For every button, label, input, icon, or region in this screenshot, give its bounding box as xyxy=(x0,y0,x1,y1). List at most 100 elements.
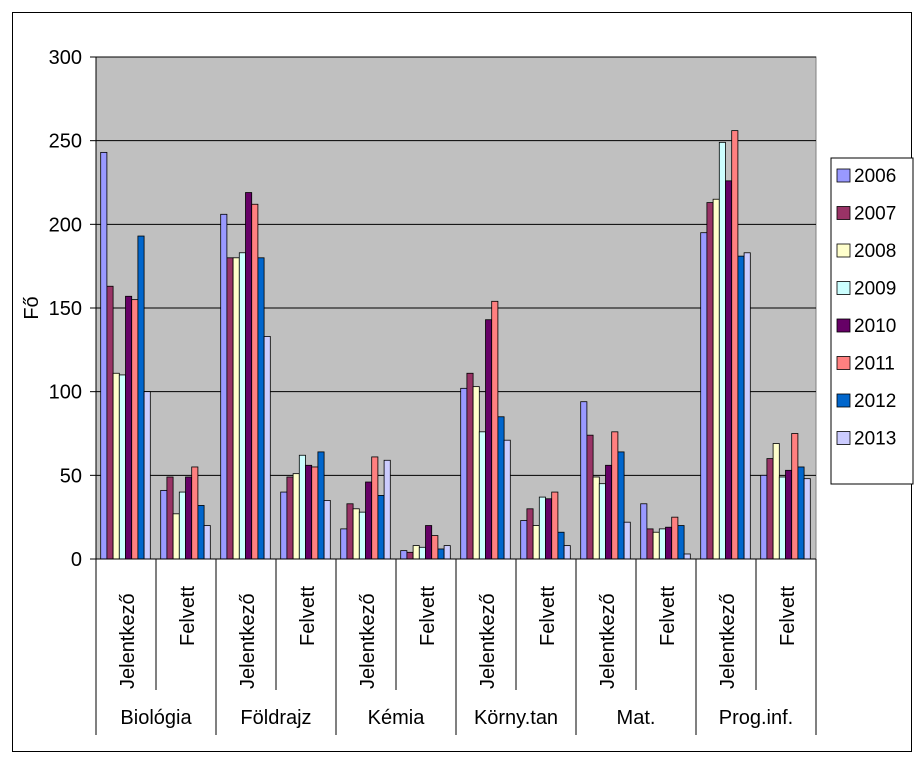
bar-2010 xyxy=(485,319,493,560)
x-subcategory-label: Jelentkező xyxy=(477,593,499,689)
gridlines xyxy=(96,56,816,476)
bar-2013 xyxy=(803,478,811,560)
bar-2010 xyxy=(545,498,553,560)
x-subcategory-label: Felvett xyxy=(657,586,679,646)
x-subcategory-label: Jelentkező xyxy=(117,593,139,689)
legend-swatch xyxy=(836,243,851,258)
bar-2006 xyxy=(640,503,648,560)
bar-2007 xyxy=(466,372,474,560)
bar-2013 xyxy=(143,391,151,560)
bar-2013 xyxy=(503,439,511,560)
bar-2012 xyxy=(377,495,385,560)
bar-2008 xyxy=(532,525,540,560)
bar-2008 xyxy=(412,545,420,560)
legend-swatch xyxy=(836,431,851,445)
x-subcategory-label: Felvett xyxy=(537,586,559,646)
legend-label: 2009 xyxy=(854,279,896,300)
bar-2007 xyxy=(586,434,594,560)
bar-2013 xyxy=(683,553,691,560)
legend-swatch xyxy=(836,356,851,370)
bar-2012 xyxy=(617,451,625,560)
bar-2007 xyxy=(166,476,174,560)
legend: 2006 2007 2008 2009 2010 2011 2012 2013 xyxy=(830,157,914,485)
y-tick-label: 0 xyxy=(71,549,82,571)
bar-2008 xyxy=(472,386,480,560)
x-subcategory-label: Felvett xyxy=(417,586,439,646)
bar-2009 xyxy=(658,528,666,560)
bar-2011 xyxy=(131,299,139,560)
legend-label: 2006 xyxy=(854,166,896,187)
bar-2011 xyxy=(731,130,739,560)
bar-2009 xyxy=(238,252,246,560)
bar-2011 xyxy=(431,535,439,560)
x-subcategory-label: Felvett xyxy=(177,586,199,646)
bar-2013 xyxy=(443,545,451,560)
bar-2008 xyxy=(772,443,780,560)
bar-2006 xyxy=(100,151,108,560)
bar-2011 xyxy=(611,431,619,560)
bar-2008 xyxy=(352,508,360,560)
bar-2009 xyxy=(718,141,726,560)
bar-2011 xyxy=(491,300,499,560)
bar-2010 xyxy=(185,476,193,560)
bar-2011 xyxy=(191,466,199,560)
bar-2008 xyxy=(292,473,300,560)
y-tick-label: 200 xyxy=(49,214,82,236)
bar-2011 xyxy=(791,433,799,560)
y-tick-label: 250 xyxy=(49,131,82,153)
legend-swatch xyxy=(836,168,851,183)
bar-2007 xyxy=(766,458,774,560)
bar-2010 xyxy=(605,464,613,560)
x-subcategory-label: Jelentkező xyxy=(717,593,739,689)
bar-2006 xyxy=(160,489,168,560)
bar-2009 xyxy=(118,374,126,560)
bar-2007 xyxy=(526,508,534,560)
bar-2011 xyxy=(371,456,379,560)
bar-2006 xyxy=(220,213,228,560)
bar-2007 xyxy=(106,285,114,560)
legend-label: 2008 xyxy=(854,241,896,262)
bar-2007 xyxy=(406,551,414,560)
x-subcategory-label: Jelentkező xyxy=(237,593,259,689)
y-tick-label: 100 xyxy=(49,382,82,404)
bar-2007 xyxy=(346,503,354,560)
legend-label: 2007 xyxy=(854,204,896,225)
legend-label: 2013 xyxy=(854,429,896,450)
x-subcategory-label: Felvett xyxy=(777,586,799,646)
bar-2008 xyxy=(172,513,180,560)
x-group-label: Kémia xyxy=(368,707,426,729)
legend-label: 2011 xyxy=(854,354,895,375)
y-tick-label: 300 xyxy=(49,47,82,69)
bar-2007 xyxy=(226,257,234,560)
x-subcategory-label: Felvett xyxy=(297,586,319,646)
bar-2011 xyxy=(311,466,319,560)
bar-2012 xyxy=(497,416,505,560)
x-group-label: Körny.tan xyxy=(474,707,558,729)
bar-2013 xyxy=(203,525,211,560)
bar-2008 xyxy=(712,198,720,560)
bar-2010 xyxy=(245,192,253,560)
y-axis-label: Fő xyxy=(21,296,43,319)
bar-2006 xyxy=(760,474,768,560)
y-tick-labels: 0 50 100 150 200 250 300 xyxy=(49,47,82,571)
legend-label: 2010 xyxy=(854,316,896,337)
bar-2009 xyxy=(178,491,186,560)
x-group-label: Földrajz xyxy=(240,707,311,729)
x-group-label: Prog.inf. xyxy=(719,707,793,729)
bar-2013 xyxy=(323,500,331,560)
bar-2006 xyxy=(580,401,588,560)
bar-2009 xyxy=(358,511,366,560)
bar-2013 xyxy=(563,545,571,560)
bar-2010 xyxy=(305,464,313,560)
bar-2009 xyxy=(538,496,546,560)
legend-swatch xyxy=(836,393,851,408)
bar-2007 xyxy=(706,202,714,560)
bar-2009 xyxy=(778,476,786,560)
bar-2009 xyxy=(298,454,306,560)
bar-2011 xyxy=(551,491,559,560)
bar-2012 xyxy=(737,255,745,560)
x-group-label: Mat. xyxy=(617,707,656,729)
y-tick-label: 50 xyxy=(60,465,82,487)
bar-2006 xyxy=(340,528,348,560)
